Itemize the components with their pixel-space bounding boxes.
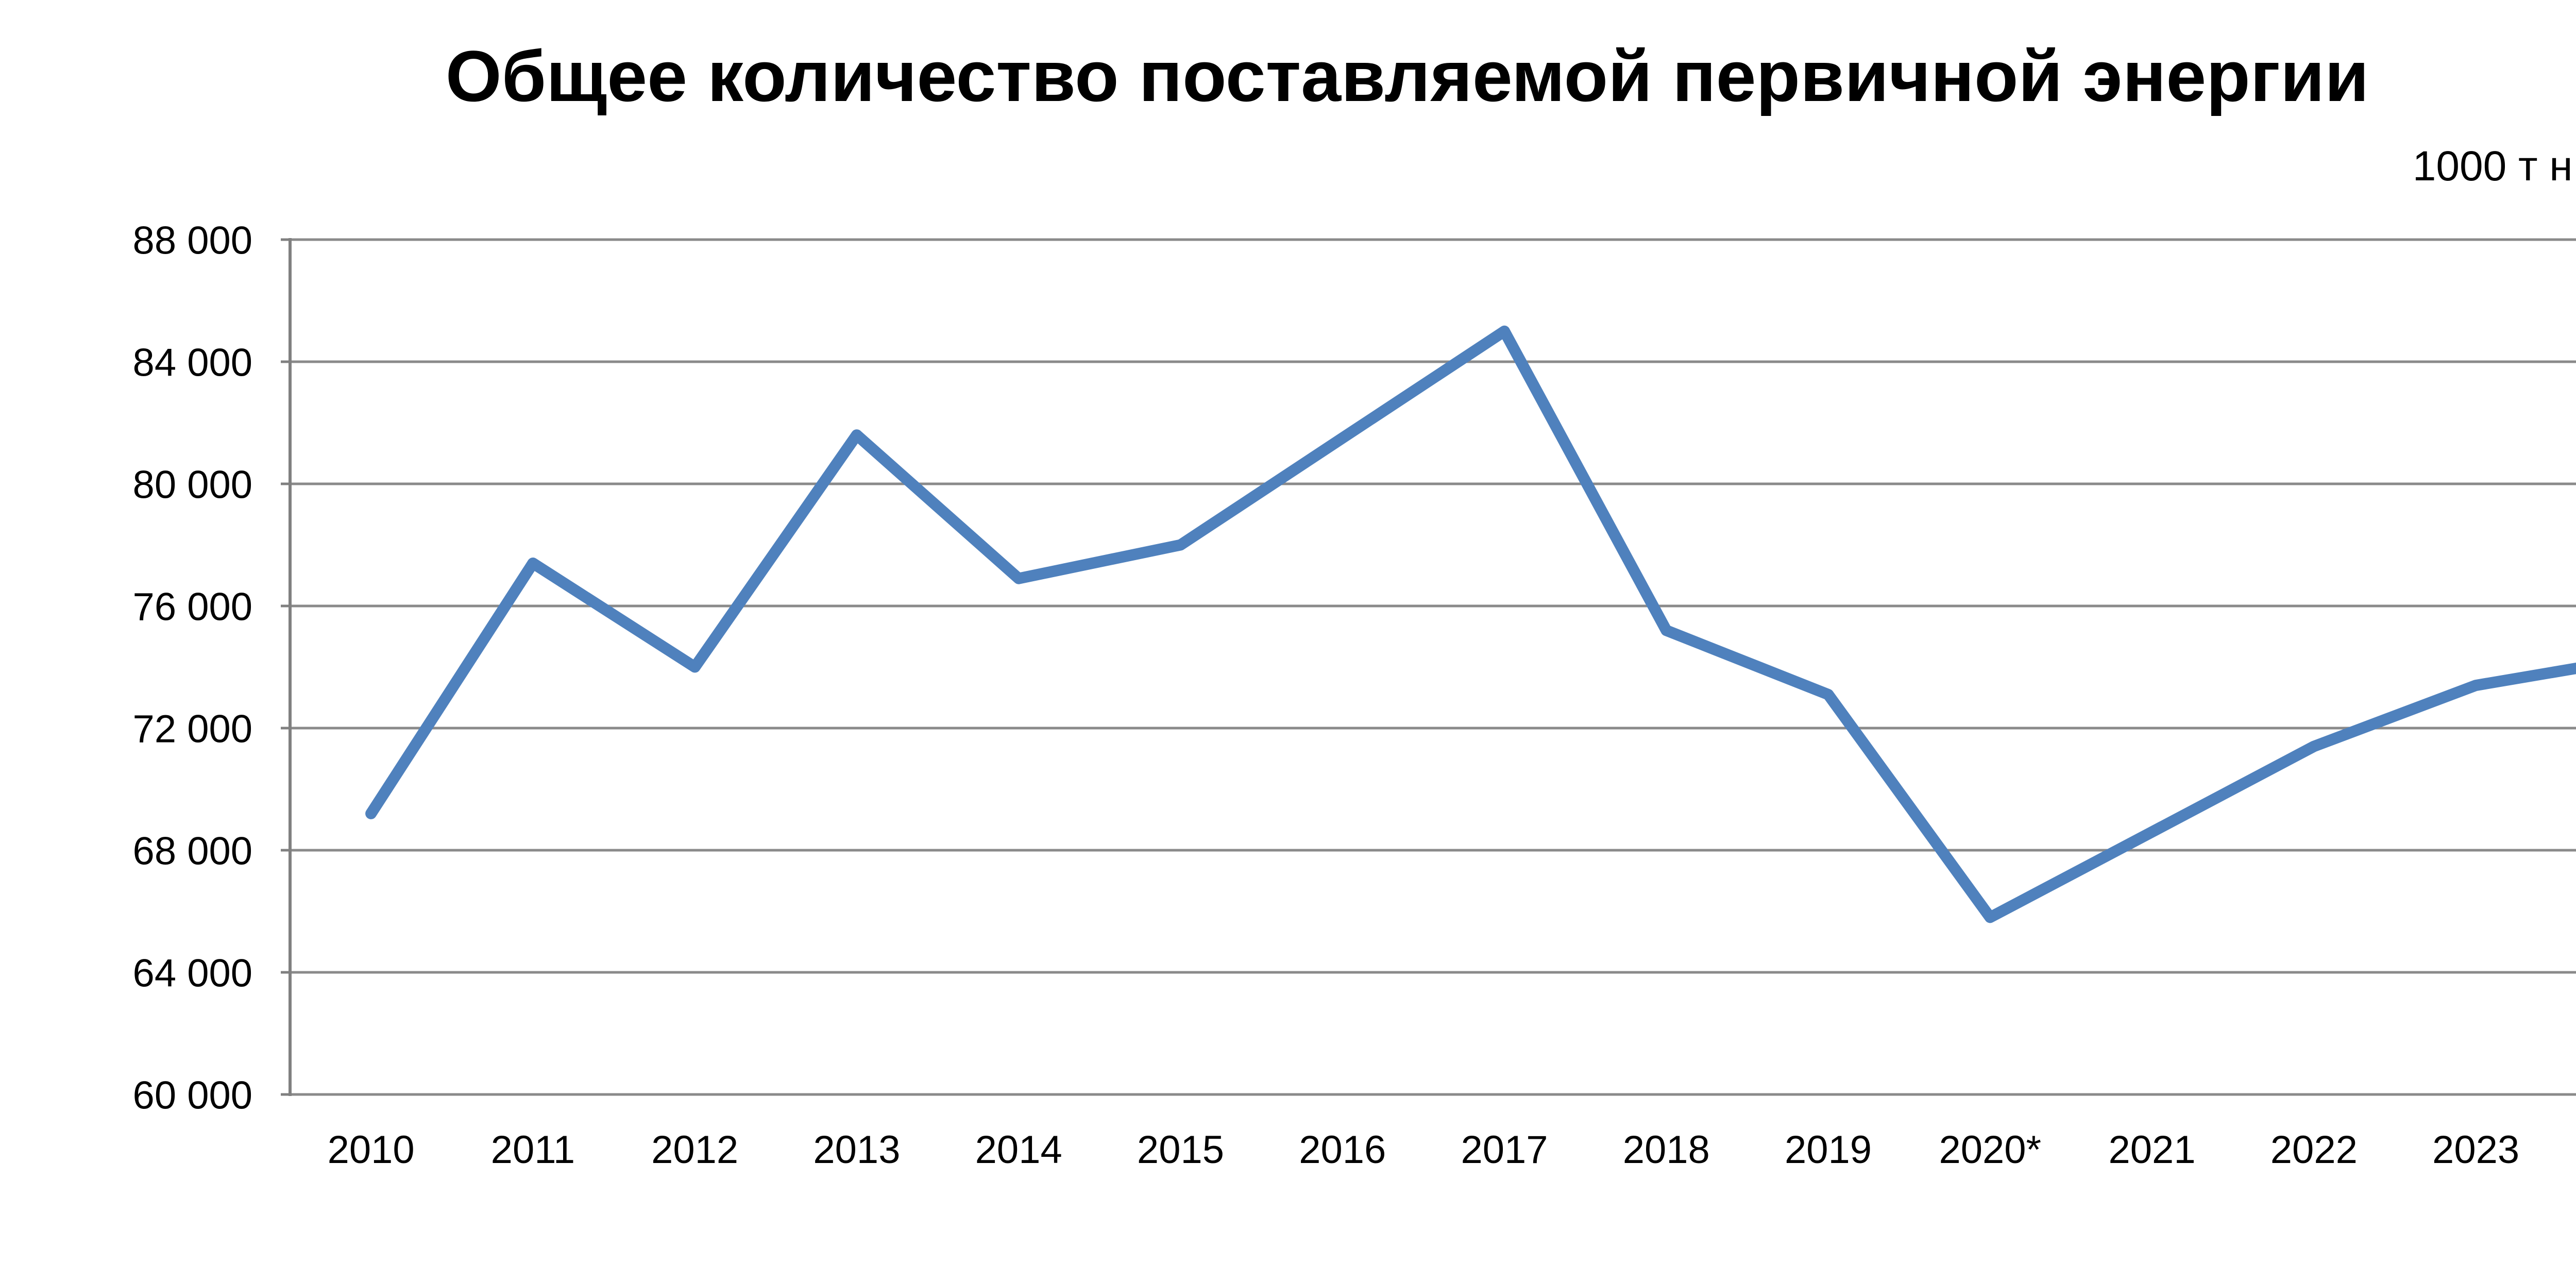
x-axis-tick-label: 2019	[1785, 1128, 1872, 1172]
y-axis-tick-label: 80 000	[133, 463, 252, 507]
x-axis-tick-label: 2015	[1137, 1128, 1224, 1172]
x-axis-tick-label: 2020*	[1939, 1128, 2041, 1172]
unit-label: 1000 т н.э.	[2412, 143, 2576, 190]
x-axis-tick-label: 2014	[975, 1128, 1062, 1172]
data-series-line	[365, 325, 2576, 923]
x-axis-tick-label: 2022	[2270, 1128, 2358, 1172]
y-axis-tick-label: 84 000	[133, 341, 252, 384]
x-axis-tick-label: 2013	[813, 1128, 900, 1172]
x-axis-tick-label: 2023	[2432, 1128, 2519, 1172]
x-axis-tick-label: 2017	[1461, 1128, 1548, 1172]
chart-title: Общее количество поставляемой первичной …	[445, 36, 2369, 116]
y-axis-tick-label: 76 000	[133, 585, 252, 629]
x-axis-tick-label: 2012	[651, 1128, 738, 1172]
x-axis-tick-label: 2016	[1299, 1128, 1386, 1172]
x-axis-tick-label: 2018	[1623, 1128, 1710, 1172]
y-axis-tick-label: 88 000	[133, 218, 252, 262]
x-axis-tick-label: 2010	[328, 1128, 415, 1172]
x-axis-tick-label: 2021	[2109, 1128, 2196, 1172]
y-axis-tick-label: 72 000	[133, 707, 252, 751]
y-axis-tick-label: 68 000	[133, 829, 252, 873]
y-axis-tick-label: 60 000	[133, 1073, 252, 1117]
x-axis-tick-label: 2011	[491, 1128, 575, 1172]
y-axis-tick-label: 64 000	[133, 951, 252, 995]
